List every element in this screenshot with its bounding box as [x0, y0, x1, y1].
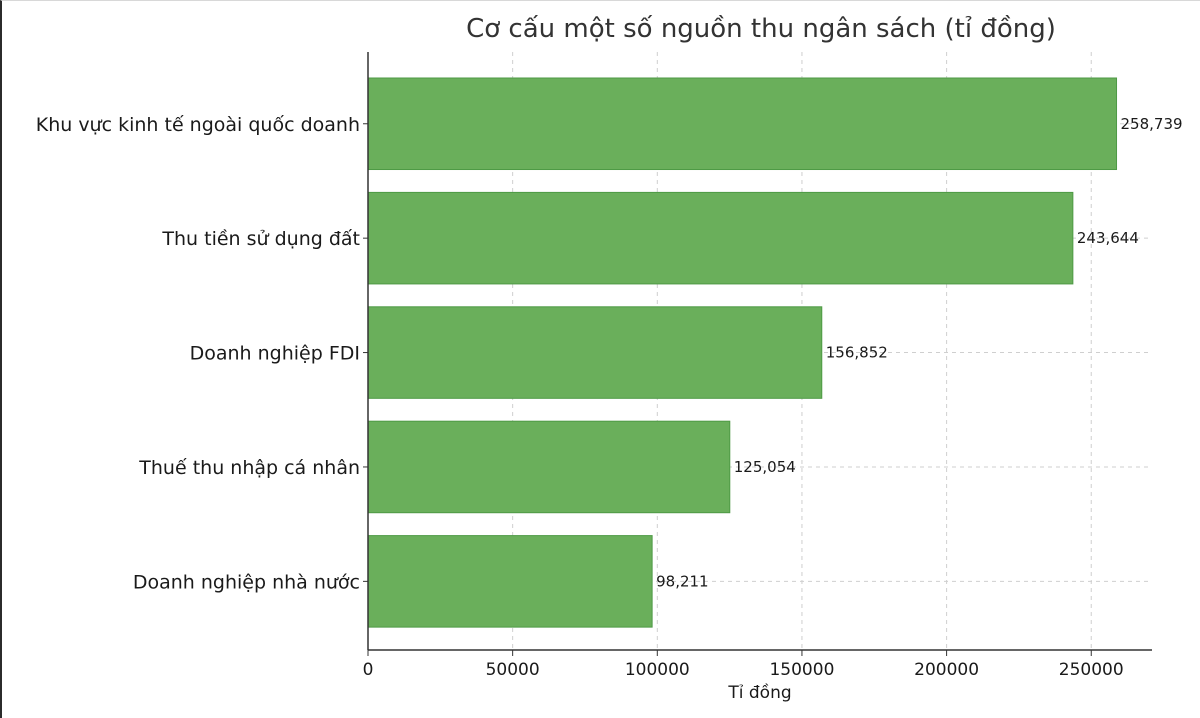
- value-label: 125,054: [734, 458, 796, 476]
- category-label: Doanh nghiệp FDI: [190, 343, 360, 365]
- labels: 0 50000 100000 150000 200000 250000 Khu vực ki…: [36, 114, 1183, 680]
- bar: [367, 306, 823, 399]
- category-label: Khu vực kinh tế ngoài quốc doanh: [36, 114, 360, 136]
- bar: [367, 420, 731, 514]
- x-tick-label: 150000: [769, 660, 834, 680]
- bars: [367, 77, 1118, 628]
- chart-title: Cơ cấu một số nguồn thu ngân sách (tỉ đồ…: [466, 14, 1056, 44]
- value-label: 243,644: [1077, 229, 1139, 247]
- axes: [367, 52, 1152, 651]
- x-tick-label: 0: [363, 660, 374, 680]
- value-label: 258,739: [1121, 115, 1183, 133]
- category-label: Thuế thu nhập cá nhân: [138, 457, 360, 479]
- bar: [367, 77, 1118, 171]
- x-axis-title: Tỉ đồng: [727, 682, 791, 703]
- x-tick-label: 100000: [625, 660, 690, 680]
- bar: [367, 191, 1074, 285]
- category-label: Thu tiền sử dụng đất: [161, 228, 360, 250]
- value-label: 98,211: [656, 572, 709, 590]
- x-tick-label: 250000: [1059, 660, 1124, 680]
- x-tick-label: 200000: [914, 660, 979, 680]
- bar: [367, 535, 653, 628]
- category-label: Doanh nghiệp nhà nước: [133, 571, 360, 593]
- x-tick-label: 50000: [486, 660, 540, 680]
- value-label: 156,852: [826, 344, 888, 362]
